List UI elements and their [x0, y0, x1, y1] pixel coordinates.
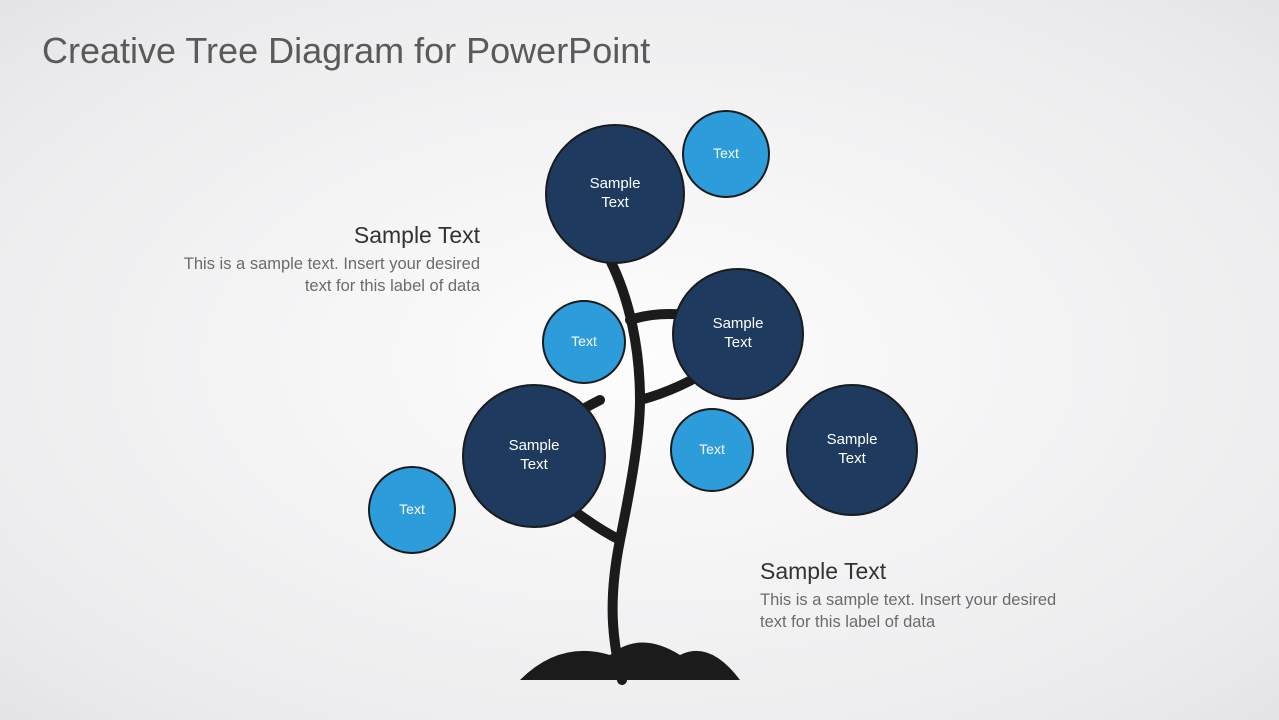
label-right-desc-2: text for this label of data — [760, 611, 1110, 633]
label-left-title: Sample Text — [150, 222, 480, 249]
node-label-line: Text — [399, 501, 425, 519]
node-label-line: Text — [601, 194, 629, 213]
label-right: Sample Text This is a sample text. Inser… — [760, 558, 1110, 634]
label-left-desc-1: This is a sample text. Insert your desir… — [150, 253, 480, 275]
tree-node-n8: Text — [368, 466, 456, 554]
node-label-line: Sample — [590, 175, 641, 194]
tree-node-n3: Text — [542, 300, 626, 384]
node-label-line: Text — [699, 441, 725, 459]
tree-node-n5: SampleText — [462, 384, 606, 528]
label-right-desc-1: This is a sample text. Insert your desir… — [760, 589, 1110, 611]
label-left-desc-2: text for this label of data — [150, 275, 480, 297]
label-right-title: Sample Text — [760, 558, 1110, 585]
tree-node-n1: SampleText — [545, 124, 685, 264]
node-label-line: Text — [520, 456, 548, 475]
tree-node-n2: Text — [682, 110, 770, 198]
node-label-line: Sample — [509, 437, 560, 456]
node-label-line: Text — [838, 450, 866, 469]
node-label-line: Text — [571, 333, 597, 351]
tree-node-n6: Text — [670, 408, 754, 492]
node-label-line: Sample — [827, 431, 878, 450]
node-label-line: Sample — [713, 315, 764, 334]
node-label-line: Text — [724, 334, 752, 353]
tree-node-n7: SampleText — [786, 384, 918, 516]
node-label-line: Text — [713, 145, 739, 163]
tree-dirt — [520, 643, 740, 681]
tree-node-n4: SampleText — [672, 268, 804, 400]
label-left: Sample Text This is a sample text. Inser… — [150, 222, 480, 298]
